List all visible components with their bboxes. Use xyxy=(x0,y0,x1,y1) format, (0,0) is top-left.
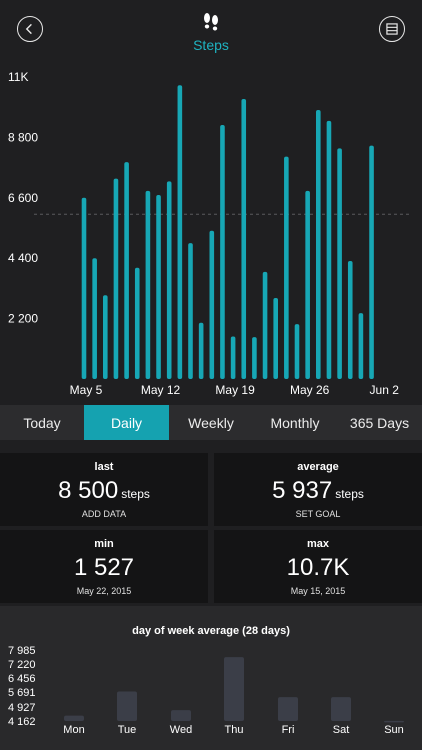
max-value: 10.7K xyxy=(286,554,350,581)
header: Steps xyxy=(0,0,422,60)
bar-25 xyxy=(347,260,353,379)
bar-14 xyxy=(230,336,236,379)
set-goal-link[interactable]: SET GOAL xyxy=(295,509,341,519)
min-value: 1 527 xyxy=(73,554,135,581)
bar-9 xyxy=(177,85,183,380)
x-tick-label-4: Jun 2 xyxy=(370,383,400,397)
y-tick-label-2: 6 600 xyxy=(8,191,38,205)
bar-15 xyxy=(241,98,247,380)
bar-8 xyxy=(166,181,172,379)
last-value-row: 8 500 steps xyxy=(0,477,208,505)
bar-0 xyxy=(81,197,87,379)
page-title: Steps xyxy=(193,37,229,53)
back-button[interactable] xyxy=(17,16,43,42)
bar-5 xyxy=(134,267,140,379)
bar-16 xyxy=(252,337,257,379)
dow-y-tick-4: 4 927 xyxy=(8,702,36,714)
tab-today[interactable]: Today xyxy=(23,414,61,431)
last-card[interactable]: last 8 500 steps ADD DATA xyxy=(0,453,208,526)
bar-1 xyxy=(92,258,97,379)
last-value: 8 500 xyxy=(58,477,119,504)
day-of-week-chart: 7 985 7 220 6 456 5 691 4 927 4 162 Mon Tue Wed T… xyxy=(8,645,404,736)
tab-365-days[interactable]: 365 Days xyxy=(349,414,410,431)
min-label: min xyxy=(94,538,114,550)
bar-18 xyxy=(273,298,278,379)
dow-bar-sat xyxy=(331,697,351,721)
dow-y-tick-5: 4 162 xyxy=(8,716,36,728)
max-card: max 10.7K May 15, 2015 xyxy=(214,530,422,603)
x-tick-label-3: May 26 xyxy=(290,383,330,397)
y-tick-label-3: 8 800 xyxy=(8,130,38,144)
x-tick-label-2: May 19 xyxy=(215,383,255,397)
bar-26 xyxy=(358,313,364,379)
dow-x-label-mon: Mon xyxy=(63,724,84,736)
bar-24 xyxy=(337,148,342,379)
dow-x-label-wed: Wed xyxy=(170,724,192,736)
average-unit: steps xyxy=(335,487,364,501)
dow-x-label-sun: Sun xyxy=(384,724,404,736)
dow-bar-tue xyxy=(117,691,137,721)
bar-2 xyxy=(103,295,108,379)
bar-13 xyxy=(220,125,225,379)
chevron-left-icon xyxy=(25,23,32,35)
dow-x-label-sat: Sat xyxy=(333,724,350,736)
bar-11 xyxy=(198,322,204,379)
average-card[interactable]: average 5 937 steps SET GOAL xyxy=(214,453,422,526)
average-label: average xyxy=(297,461,339,473)
dow-bar-wed xyxy=(171,710,191,721)
y-tick-label-4: 11K xyxy=(8,70,28,84)
dow-x-label-tue: Tue xyxy=(118,724,137,736)
bar-7 xyxy=(156,195,161,379)
bar-6 xyxy=(145,190,151,379)
max-label: max xyxy=(306,538,330,550)
bar-27 xyxy=(369,145,374,379)
bar-19 xyxy=(284,156,289,379)
dow-x-label-fri: Fri xyxy=(282,724,295,736)
average-value-row: 5 937 steps xyxy=(214,477,422,505)
dow-bar-thu xyxy=(224,657,244,721)
x-tick-label-1: May 12 xyxy=(141,383,181,397)
bar-3 xyxy=(113,178,119,379)
dow-y-tick-2: 6 456 xyxy=(8,673,36,685)
daily-steps-chart: 2 200 4 400 6 600 8 800 11K May 5 May 12 May 19… xyxy=(8,70,412,397)
tab-monthly[interactable]: Monthly xyxy=(270,414,320,431)
x-tick-label-0: May 5 xyxy=(70,383,103,397)
last-label: last xyxy=(94,461,114,473)
dow-y-tick-0: 7 985 xyxy=(8,645,36,657)
y-tick-label-1: 4 400 xyxy=(8,251,38,265)
bar-4 xyxy=(124,162,129,379)
day-of-week-panel: 7 985 7 220 6 456 5 691 4 927 4 162 Mon Tue Wed T… xyxy=(0,606,422,750)
dow-bar-fri xyxy=(278,697,298,721)
bar-21 xyxy=(305,190,310,379)
tab-weekly[interactable]: Weekly xyxy=(188,414,234,431)
min-card: min 1 527 May 22, 2015 xyxy=(0,530,208,603)
bar-17 xyxy=(262,271,268,379)
y-tick-label-0: 2 200 xyxy=(8,312,38,326)
last-unit: steps xyxy=(121,487,150,501)
average-value: 5 937 xyxy=(272,477,333,504)
min-date: May 22, 2015 xyxy=(76,586,132,596)
period-tabs: Today Daily Weekly Monthly 365 Days xyxy=(0,405,422,440)
bar-12 xyxy=(209,230,215,379)
menu-button[interactable] xyxy=(379,16,405,42)
bar-22 xyxy=(316,109,321,380)
bar-20 xyxy=(294,324,300,379)
bar-23 xyxy=(326,120,332,379)
dow-bar-sun xyxy=(384,720,404,723)
max-date: May 15, 2015 xyxy=(290,586,346,596)
dow-y-tick-1: 7 220 xyxy=(8,659,36,671)
bar-10 xyxy=(188,243,193,379)
dow-bar-mon xyxy=(64,715,84,721)
day-of-week-title: day of week average (28 days) xyxy=(132,625,290,637)
dow-y-tick-3: 5 691 xyxy=(8,687,36,699)
dow-x-label-thu: Thu xyxy=(225,724,244,736)
tab-daily[interactable]: Daily xyxy=(84,405,169,440)
add-data-link[interactable]: ADD DATA xyxy=(81,509,127,519)
list-icon xyxy=(386,23,398,35)
footprints-icon xyxy=(204,13,218,31)
